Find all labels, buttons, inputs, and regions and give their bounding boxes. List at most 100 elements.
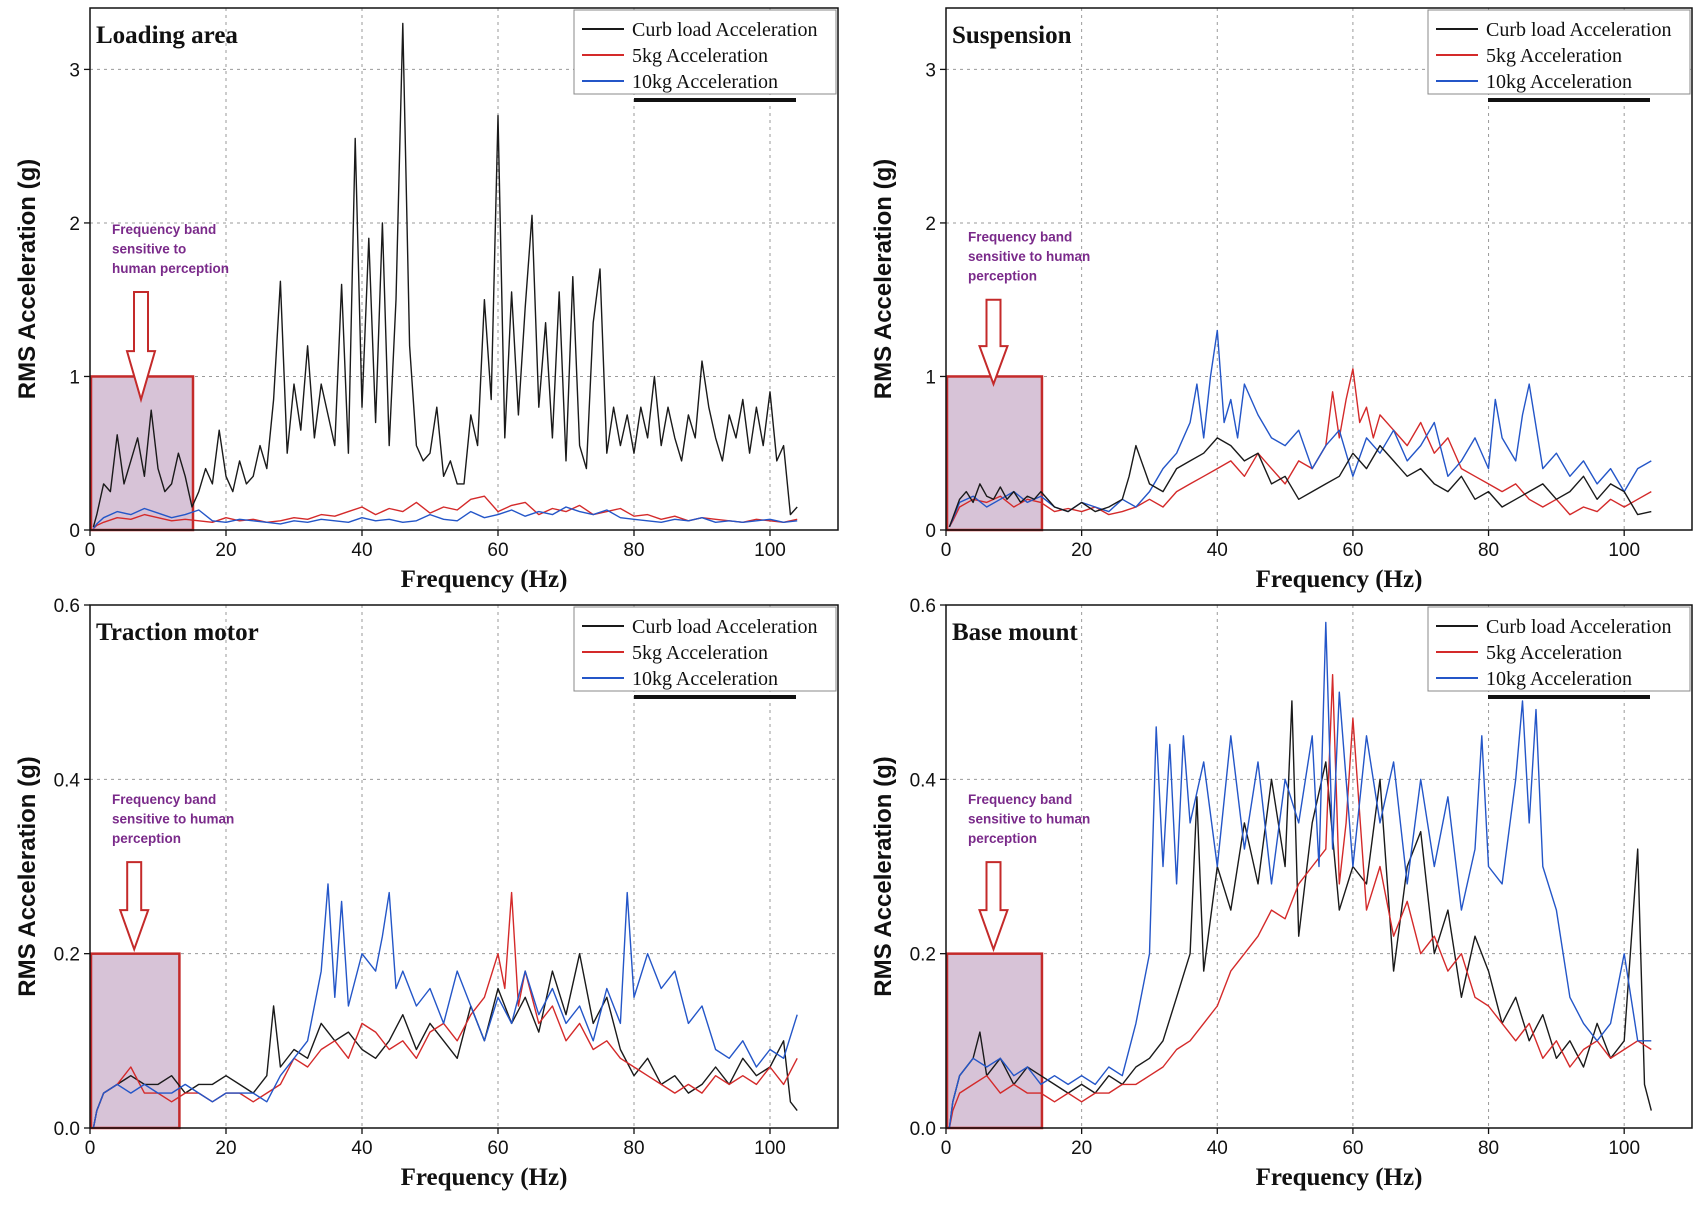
series-line-kg5 [948,674,1652,1129]
legend-entry: Curb load Acceleration [632,616,818,638]
series-line-curb [948,437,1652,528]
annotation-text: sensitive to [112,242,186,257]
x-tick-label: 60 [1342,1138,1363,1159]
legend-entry: 5kg Acceleration [632,642,768,664]
x-tick-label: 0 [85,1138,96,1159]
x-tick-label: 80 [1478,1138,1499,1159]
x-tick-label: 100 [754,1138,786,1159]
plot-area [90,8,838,530]
panel-title: Base mount [952,619,1078,646]
panel-traction-motor: Frequency band sensitive to human percepti… [14,596,839,1191]
x-tick-label: 60 [487,1138,508,1159]
legend-entry: Curb load Acceleration [1486,19,1672,41]
x-tick-label: 60 [487,540,508,561]
y-tick-label: 2 [69,214,80,235]
x-tick-label: 80 [1478,540,1499,561]
annotation-text: Frequency band [112,222,216,237]
annotation-text: sensitive to human [112,812,234,827]
series-line-kg10 [948,621,1652,1129]
x-axis-label: Frequency (Hz) [401,566,568,593]
annotation-text: sensitive to human [968,249,1090,264]
legend-entry: 10kg Acceleration [632,668,778,690]
y-axis-label: RMS Acceleration (g) [870,159,897,399]
legend-entry: 10kg Acceleration [632,71,778,93]
legend-entry: 5kg Acceleration [632,45,768,67]
series-line-curb [92,953,798,1129]
legend-entry: 10kg Acceleration [1486,71,1632,93]
annotation-text: perception [968,831,1037,846]
y-tick-label: 0 [925,521,936,542]
x-axis-label: Frequency (Hz) [1256,566,1423,593]
annotation-text: sensitive to human [968,812,1090,827]
perception-band [945,952,1044,1130]
y-tick-label: 2 [925,214,936,235]
legend-entry: Curb load Acceleration [1486,616,1672,638]
panel-loading-area: Frequency band sensitive to human percepti… [14,7,839,593]
x-tick-label: 40 [1207,1138,1228,1159]
y-tick-label: 0.6 [910,596,936,617]
annotation-text: perception [112,831,181,846]
x-tick-label: 40 [351,540,372,561]
y-axis-label: RMS Acceleration (g) [14,756,41,996]
y-tick-label: 0.6 [54,596,80,617]
y-tick-label: 0.0 [910,1119,936,1140]
x-tick-label: 100 [754,540,786,561]
down-arrow-icon [118,861,150,953]
y-tick-label: 1 [69,367,80,388]
series-line-kg10 [92,883,798,1129]
annotation-text: Frequency band [968,792,1072,807]
y-tick-label: 3 [925,60,936,81]
x-tick-label: 20 [215,1138,236,1159]
y-axis-label: RMS Acceleration (g) [14,159,41,399]
legend-entry: Curb load Acceleration [632,19,818,41]
annotation-text: perception [968,269,1037,284]
axes-frame [945,604,1693,1129]
panel-title: Suspension [952,22,1072,49]
down-arrow-icon [978,861,1009,953]
y-tick-label: 0.2 [54,945,80,966]
series-line-kg10 [92,506,798,529]
down-arrow-icon [978,298,1009,387]
y-tick-label: 0.4 [910,770,937,791]
annotation-text: human perception [112,261,229,276]
down-arrow-icon [125,291,157,404]
y-tick-label: 3 [69,60,80,81]
y-tick-label: 0.0 [54,1119,80,1140]
panel-title: Loading area [96,22,238,49]
x-tick-label: 40 [1207,540,1228,561]
annotation-text: Frequency band [112,792,216,807]
x-tick-label: 20 [215,540,236,561]
x-tick-label: 0 [85,540,96,561]
x-tick-label: 20 [1071,540,1092,561]
x-tick-label: 60 [1342,540,1363,561]
y-axis-label: RMS Acceleration (g) [870,756,897,996]
x-tick-label: 100 [1608,1138,1640,1159]
axes-frame [89,604,839,1129]
y-tick-label: 0.4 [54,770,81,791]
y-tick-label: 0.2 [910,945,936,966]
x-tick-label: 80 [623,1138,644,1159]
panel-title: Traction motor [96,619,259,646]
legend-entry: 5kg Acceleration [1486,45,1622,67]
x-axis-label: Frequency (Hz) [401,1164,568,1191]
panel-base-mount: Frequency band sensitive to human percepti… [870,596,1693,1191]
axes-frame [89,7,839,531]
legend-entry: 5kg Acceleration [1486,642,1622,664]
perception-band [89,952,181,1130]
annotation-text: Frequency band [968,230,1072,245]
x-tick-label: 0 [941,540,952,561]
plot-area [946,8,1692,530]
x-tick-label: 100 [1608,540,1640,561]
x-axis-label: Frequency (Hz) [1256,1164,1423,1191]
series-line-kg5 [92,495,798,530]
panel-suspension: Frequency band sensitive to human percepti… [870,7,1693,593]
x-tick-label: 40 [351,1138,372,1159]
series-line-curb [92,22,798,528]
y-tick-label: 0 [69,521,80,542]
x-tick-label: 20 [1071,1138,1092,1159]
axes-frame [945,7,1693,531]
y-tick-label: 1 [925,367,936,388]
x-tick-label: 0 [941,1138,952,1159]
legend-entry: 10kg Acceleration [1486,668,1632,690]
